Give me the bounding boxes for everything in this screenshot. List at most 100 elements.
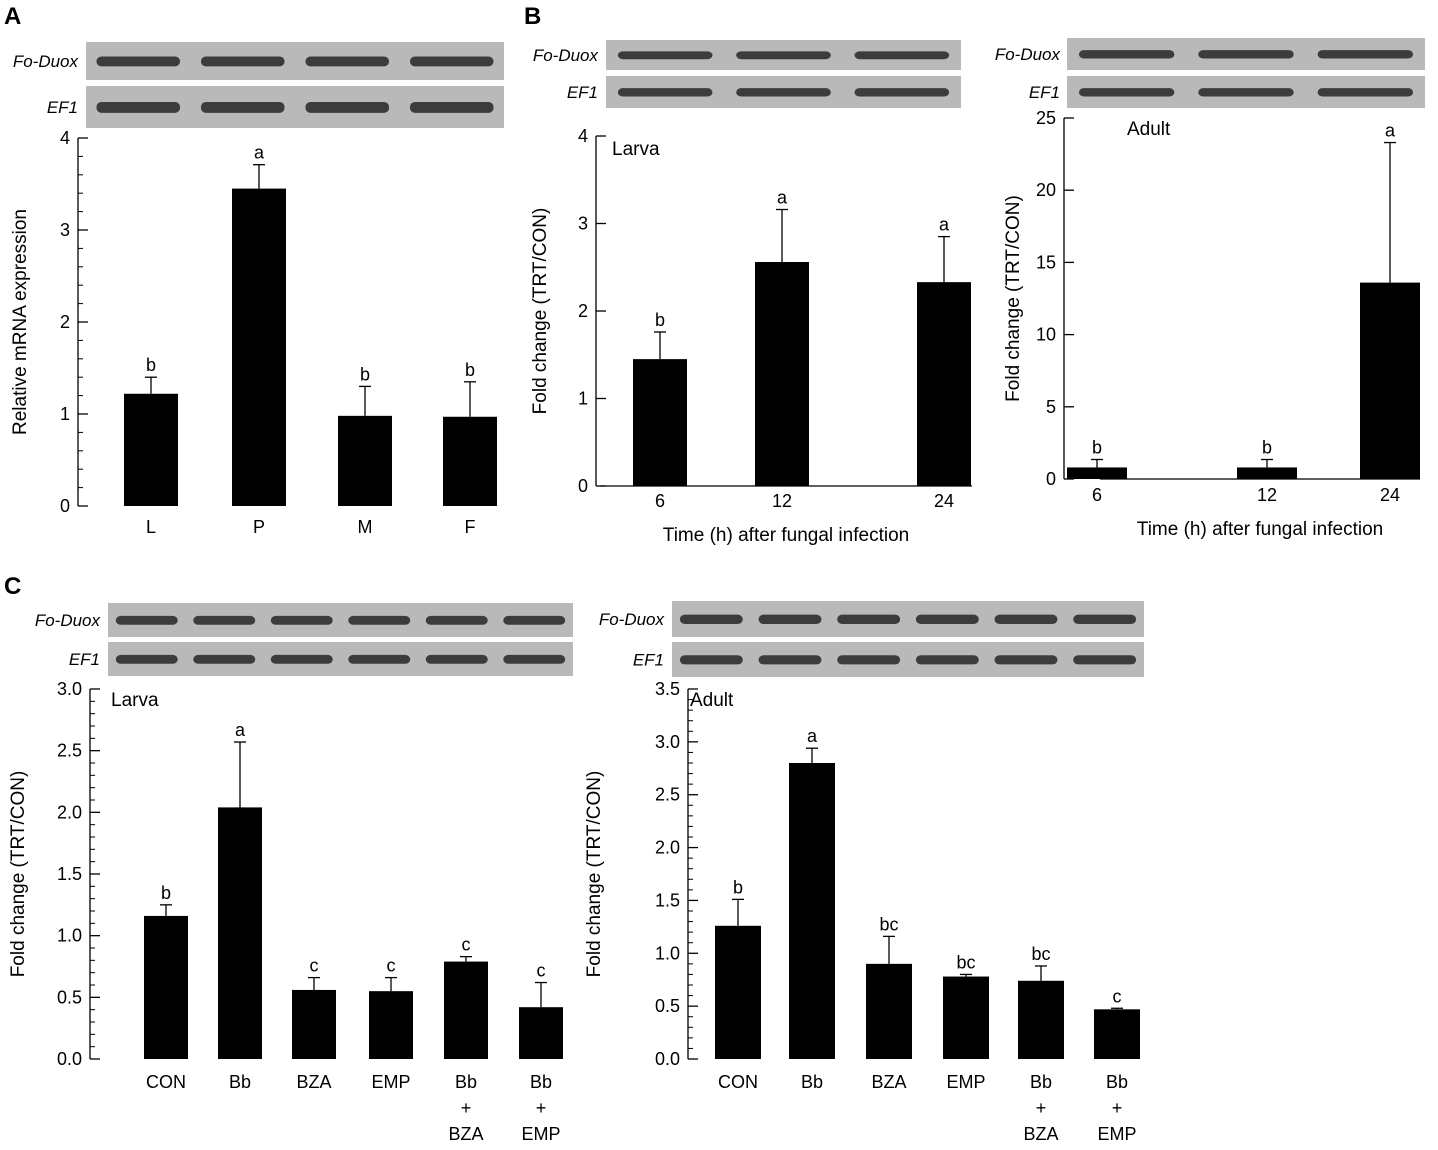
bar	[144, 915, 188, 1059]
x-tick-label: BZA	[296, 1072, 331, 1092]
x-tick-label: 12	[1257, 485, 1277, 505]
y-tick-label: 5	[1046, 397, 1056, 417]
gel-band	[96, 101, 181, 113]
gel-band	[115, 654, 178, 664]
panel-label-a: A	[4, 3, 21, 30]
gel-band	[758, 614, 822, 625]
y-tick-label: 3	[60, 220, 70, 240]
gel-band	[1198, 50, 1294, 59]
x-tick-label: P	[253, 517, 265, 537]
y-tick-label: 1	[60, 404, 70, 424]
x-tick-label: +	[1112, 1098, 1123, 1118]
gel-band	[854, 51, 950, 60]
x-tick-label: BZA	[871, 1072, 906, 1092]
gel-band	[409, 101, 494, 113]
panel-label-b: B	[524, 3, 541, 30]
bar	[369, 991, 413, 1059]
gel-band	[915, 655, 979, 665]
x-tick-label: Bb	[229, 1072, 251, 1092]
bar	[1094, 1009, 1140, 1059]
bar	[444, 961, 488, 1059]
bar	[1018, 980, 1064, 1059]
x-tick-label: Bb	[530, 1072, 552, 1092]
y-tick-label: 2.0	[57, 802, 82, 822]
y-tick-label: 3.5	[655, 679, 680, 699]
gel-band	[305, 56, 390, 67]
gel-band	[758, 655, 822, 665]
gel-band	[736, 88, 831, 97]
gel-label: Fo-Duox	[995, 45, 1061, 64]
bar	[789, 763, 835, 1059]
bar	[292, 989, 336, 1059]
gel-band	[679, 655, 743, 665]
gel-band	[270, 615, 333, 625]
gel-label: EF1	[47, 98, 78, 117]
bar	[715, 925, 761, 1059]
y-tick-label: 2.5	[57, 741, 82, 761]
gel-label: Fo-Duox	[533, 46, 599, 65]
gel-band	[1198, 88, 1294, 97]
gel-band	[837, 655, 901, 665]
x-tick-label: 24	[934, 491, 954, 511]
x-tick-label: +	[461, 1098, 472, 1118]
gel-band	[1078, 88, 1175, 97]
significance-letter: c	[310, 956, 319, 976]
significance-letter: b	[465, 360, 475, 380]
y-tick-label: 1.0	[57, 926, 82, 946]
x-tick-label: EMP	[946, 1072, 985, 1092]
bar	[1360, 282, 1420, 479]
y-tick-label: 0.5	[57, 987, 82, 1007]
y-tick-label: 0.0	[655, 1049, 680, 1069]
significance-letter: a	[939, 215, 950, 235]
gel-band	[994, 614, 1058, 625]
bar	[866, 963, 912, 1059]
gel-band	[617, 88, 713, 97]
y-tick-label: 3.0	[57, 679, 82, 699]
gel-images: Fo-Duox EF1 Fo-Duox EF1 Fo-Duox EF1 Fo-Duox EF1…	[13, 38, 1425, 677]
y-tick-label: 3.0	[655, 732, 680, 752]
y-tick-label: 0	[1046, 469, 1056, 489]
gel-band	[854, 88, 950, 97]
gel-label: EF1	[1029, 83, 1060, 102]
x-tick-label: L	[146, 517, 156, 537]
gel-strip-c-larva-reference	[108, 642, 573, 676]
chart-b-adult: 0 5 10 15 20 25 Fold change (TRT/CON) Adult b 6 b 1…	[1003, 108, 1420, 540]
y-tick-label: 0	[578, 476, 588, 496]
x-tick-label: M	[358, 517, 373, 537]
gel-band	[200, 56, 285, 67]
chart-c-larva: 0.0 0.5 1.0 1.5 2.0 2.5 3.0 Fold change (TRT/CO…	[8, 679, 563, 1144]
gel-band	[348, 615, 411, 625]
gel-band	[305, 101, 390, 113]
bar	[232, 188, 286, 506]
gel-band	[270, 654, 333, 664]
gel-band	[348, 654, 411, 664]
y-tick-label: 1	[578, 389, 588, 409]
x-axis-label: Time (h) after fungal infection	[663, 525, 909, 546]
gel-label: Fo-Duox	[599, 610, 665, 629]
gel-band	[994, 655, 1058, 665]
chart-title: Larva	[111, 690, 159, 711]
x-tick-label: EMP	[371, 1072, 410, 1092]
x-tick-label: 6	[655, 491, 665, 511]
gel-band	[200, 101, 285, 113]
y-tick-label: 15	[1036, 252, 1056, 272]
gel-band	[425, 615, 488, 625]
significance-letter: b	[1092, 438, 1102, 458]
significance-letter: a	[235, 720, 246, 740]
significance-letter: c	[462, 935, 471, 955]
bar	[218, 807, 262, 1059]
y-tick-label: 20	[1036, 180, 1056, 200]
y-tick-label: 2	[60, 312, 70, 332]
x-tick-label: CON	[718, 1072, 758, 1092]
significance-letter: bc	[956, 952, 975, 972]
y-tick-label: 1.5	[655, 890, 680, 910]
x-tick-label: +	[536, 1098, 547, 1118]
gel-band	[1073, 614, 1137, 625]
y-tick-label: 2.5	[655, 785, 680, 805]
y-tick-label: 10	[1036, 325, 1056, 345]
y-tick-label: 4	[60, 128, 70, 148]
gel-band	[617, 51, 713, 60]
